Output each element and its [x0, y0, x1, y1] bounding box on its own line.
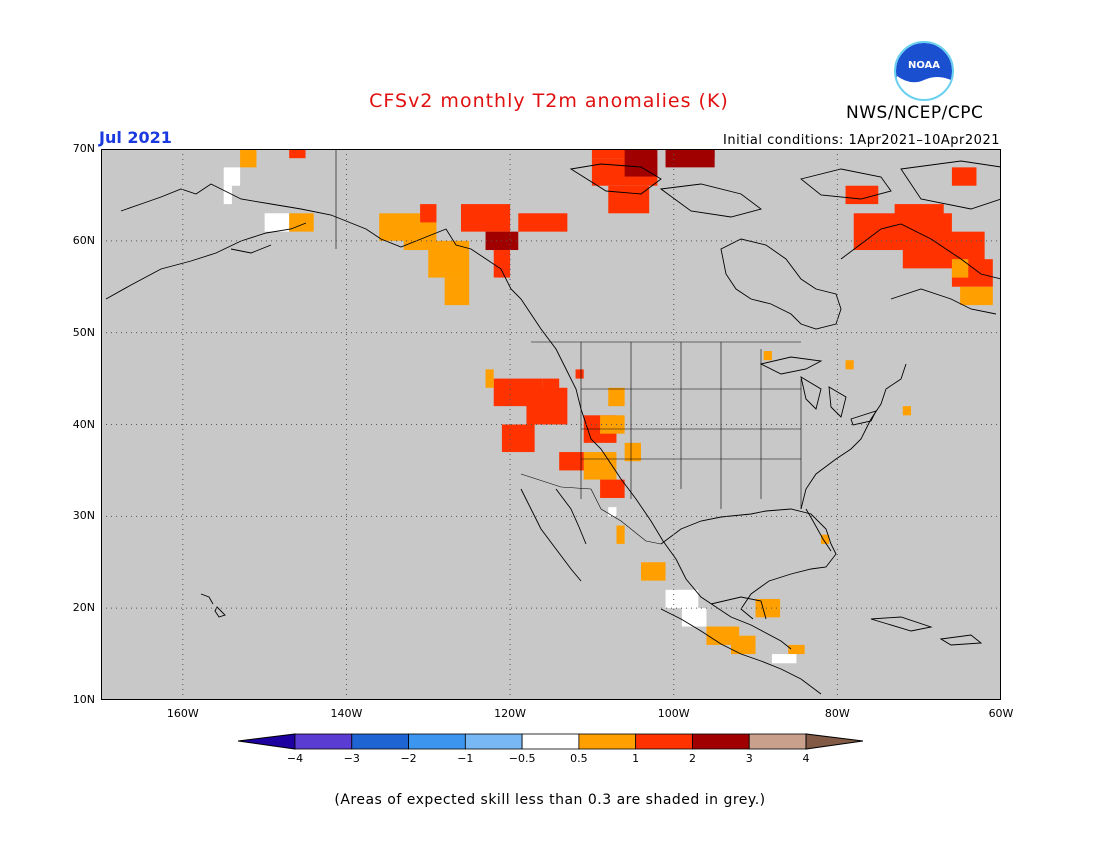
- colorbar-box: [521, 733, 580, 750]
- anomaly-cell: [902, 406, 911, 416]
- anomaly-cell: [461, 204, 511, 232]
- anomaly-cell: [608, 185, 650, 214]
- colorbar-label: −3: [343, 752, 360, 765]
- anomaly-cell: [951, 259, 969, 278]
- anomaly-cell: [960, 286, 993, 306]
- anomaly-cell: [289, 213, 314, 232]
- colorbar-box: [408, 733, 466, 750]
- anomaly-cell: [698, 149, 715, 159]
- anomaly-cell: [763, 351, 772, 361]
- anomaly-cell: [591, 149, 641, 159]
- anomaly-cell: [681, 608, 707, 627]
- colorbar-box: [748, 733, 807, 750]
- lon-tick-label: 100W: [657, 707, 690, 720]
- lat-tick-label: 20N: [72, 601, 95, 615]
- political-borders: [335, 149, 802, 545]
- anomaly-cell: [624, 149, 658, 177]
- anomaly-cell: [788, 644, 805, 655]
- anomaly-map: [101, 149, 1001, 700]
- anomaly-cell: [444, 277, 470, 306]
- colorbar-label: −1: [457, 752, 474, 765]
- anomaly-cell: [624, 442, 641, 462]
- anomaly-cell: [485, 369, 494, 388]
- anomaly-cell: [845, 360, 854, 370]
- chart-title: CFSv2 monthly T2m anomalies (K): [369, 90, 729, 112]
- anomaly-cell: [518, 213, 568, 232]
- anomaly-cell: [608, 507, 617, 517]
- lon-tick-label: 160W: [166, 707, 199, 720]
- anomaly-cell: [264, 213, 290, 232]
- anomaly-cell: [501, 424, 535, 453]
- colorbar-label: 0.5: [570, 752, 588, 765]
- anomaly-cell: [616, 525, 625, 544]
- colorbar: [238, 733, 863, 750]
- colorbar-box: [692, 733, 750, 750]
- initial-conditions: Initial conditions: 1Apr2021–10Apr2021: [723, 133, 1000, 148]
- colorbar-box: [294, 733, 353, 750]
- anomaly-cell: [542, 378, 560, 397]
- lon-tick-label: 120W: [494, 707, 527, 720]
- anomaly-cell: [223, 167, 241, 186]
- anomaly-cell: [641, 562, 666, 581]
- lon-tick-label: 60W: [988, 707, 1014, 720]
- colorbar-label: −4: [286, 752, 304, 765]
- lat-tick-label: 30N: [72, 509, 95, 523]
- anomaly-cell: [665, 589, 699, 609]
- anomaly-cell: [575, 369, 584, 379]
- anomaly-cell: [240, 149, 257, 168]
- anomaly-cell: [845, 185, 879, 205]
- skill-footnote: (Areas of expected skill less than 0.3 a…: [334, 792, 766, 808]
- anomaly-cell: [559, 452, 584, 471]
- coastlines: [105, 160, 1001, 695]
- anomaly-cell: [600, 415, 625, 434]
- forecast-month: Jul 2021: [99, 128, 172, 147]
- anomaly-cell: [951, 167, 977, 186]
- anomaly-cell: [289, 149, 306, 159]
- anomaly-cell: [608, 387, 625, 407]
- colorbar-box: [578, 733, 637, 750]
- colorbar-label: 2: [688, 752, 696, 765]
- colorbar-box: [635, 733, 693, 750]
- agency-label: NWS/NCEP/CPC: [846, 103, 984, 123]
- colorbar-extend-high: [805, 733, 863, 750]
- anomaly-cell: [428, 240, 470, 278]
- lon-tick-label: 80W: [824, 707, 850, 720]
- anomaly-cells: [223, 149, 993, 664]
- noaa-logo: NOAA: [894, 41, 954, 102]
- graticule: [101, 149, 1001, 700]
- anomaly-cell: [223, 185, 232, 205]
- lat-tick-label: 50N: [72, 325, 95, 339]
- anomaly-cell: [600, 479, 625, 498]
- colorbar-label: 3: [745, 752, 753, 765]
- colorbar-label: −0.5: [508, 752, 536, 765]
- colorbar-box: [464, 733, 523, 750]
- lat-tick-label: 70N: [72, 142, 95, 155]
- colorbar-label: −2: [400, 752, 417, 765]
- lat-tick-label: 10N: [72, 693, 95, 706]
- colorbar-box: [351, 733, 409, 750]
- anomaly-cell: [420, 204, 437, 223]
- colorbar-label: 4: [802, 752, 810, 765]
- lat-tick-label: 60N: [72, 233, 95, 247]
- svg-text:NOAA: NOAA: [908, 60, 940, 71]
- lat-tick-label: 40N: [72, 417, 95, 431]
- colorbar-extend-low: [238, 733, 296, 750]
- anomaly-cell: [731, 635, 756, 655]
- colorbar-label: 1: [632, 752, 640, 765]
- anomaly-cell: [493, 250, 511, 278]
- anomaly-cell: [771, 654, 797, 664]
- lon-tick-label: 140W: [330, 707, 363, 720]
- anomaly-cell: [821, 534, 830, 544]
- anomaly-cell: [583, 452, 617, 480]
